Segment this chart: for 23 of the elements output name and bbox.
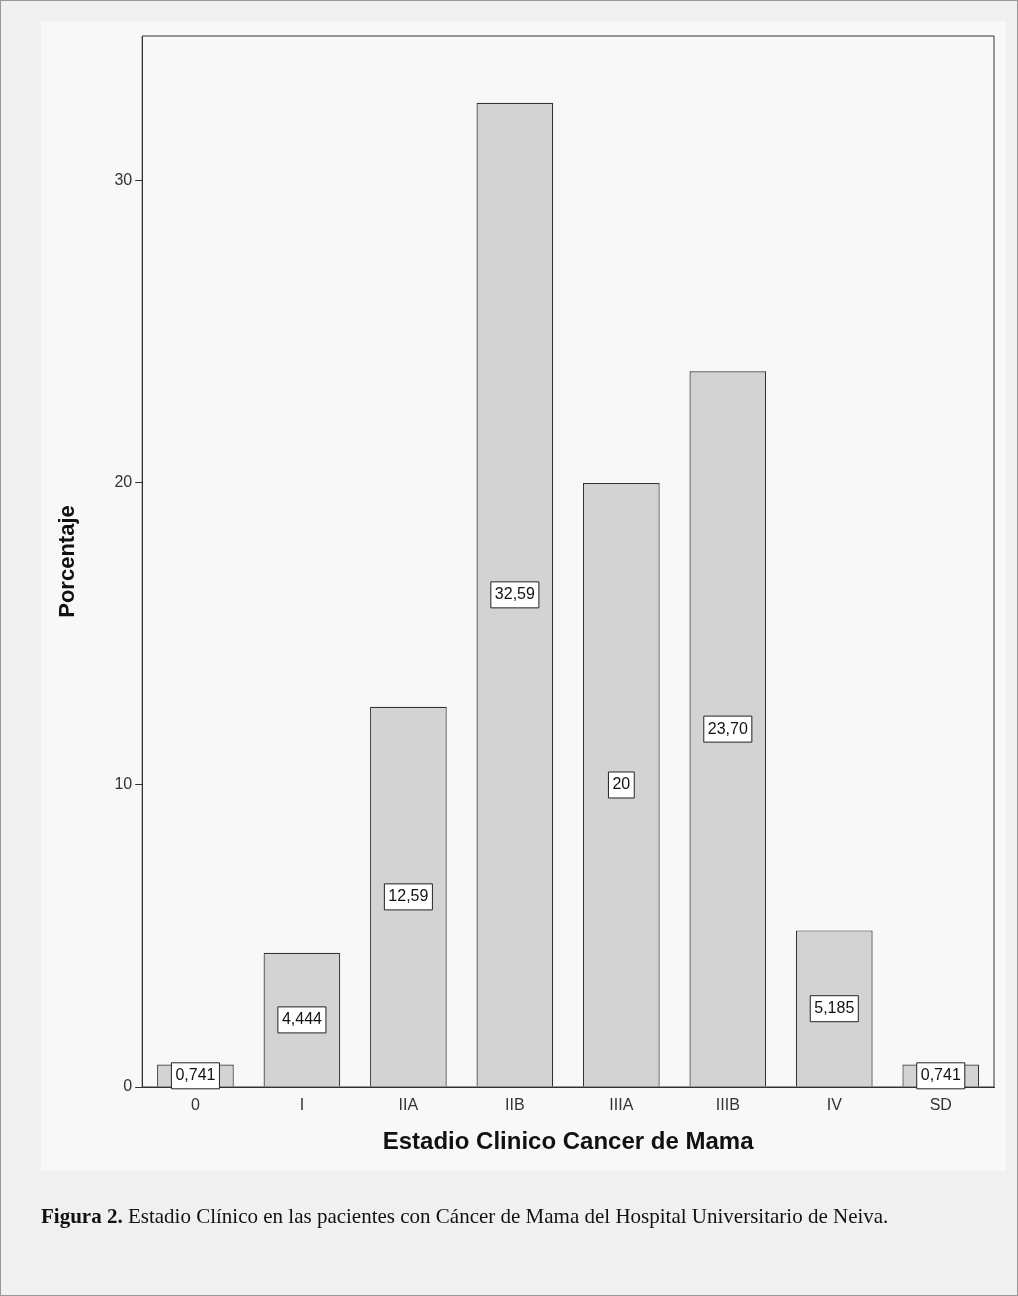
x-tick-label: IIA bbox=[398, 1096, 419, 1114]
x-tick-label: IV bbox=[826, 1096, 843, 1114]
y-axis-title: Porcentaje bbox=[54, 505, 80, 618]
data-label: 0,741 bbox=[920, 1066, 961, 1084]
x-tick-label: IIB bbox=[505, 1096, 525, 1114]
y-tick-label: 20 bbox=[114, 473, 133, 491]
x-tick-label: IIIB bbox=[715, 1096, 740, 1114]
y-tick-label: 0 bbox=[123, 1077, 133, 1095]
x-tick-label: I bbox=[299, 1096, 305, 1114]
data-label: 4,444 bbox=[281, 1010, 323, 1028]
data-label: 12,59 bbox=[388, 887, 429, 905]
text: Figura 2. Estadio Clínico en las pacientes con Cáncer de Mama del Hospital Universitario de Neiva. bbox=[41, 1204, 889, 1228]
y-tick-label: 10 bbox=[114, 775, 133, 793]
x-tick-label: 0 bbox=[190, 1096, 200, 1114]
data-label: 20 bbox=[612, 775, 631, 793]
data-label: 23,70 bbox=[707, 719, 748, 737]
x-axis-title: Estadio Clinico Cancer de Mama bbox=[382, 1127, 755, 1155]
data-label: 32,59 bbox=[494, 585, 535, 603]
data-label: 0,741 bbox=[175, 1066, 216, 1084]
x-tick-label: IIIA bbox=[609, 1096, 634, 1114]
data-label: 5,185 bbox=[814, 999, 855, 1017]
x-tick-label: SD bbox=[929, 1096, 952, 1114]
y-tick-label: 30 bbox=[114, 171, 133, 189]
